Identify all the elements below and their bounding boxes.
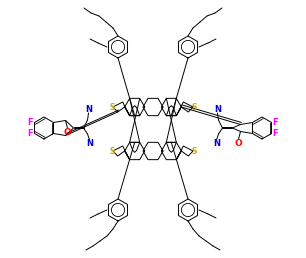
Text: F: F [28, 118, 33, 127]
Text: F: F [28, 129, 33, 138]
Text: S: S [109, 102, 115, 111]
Text: S: S [109, 147, 115, 156]
Text: N: N [85, 106, 92, 115]
Text: O: O [64, 128, 71, 137]
Text: N: N [214, 106, 221, 115]
Text: F: F [273, 129, 278, 138]
Text: N: N [213, 139, 220, 148]
Text: N: N [86, 139, 93, 148]
Text: O: O [235, 139, 242, 148]
Text: S: S [191, 147, 197, 156]
Text: F: F [273, 118, 278, 127]
Text: S: S [191, 102, 197, 111]
